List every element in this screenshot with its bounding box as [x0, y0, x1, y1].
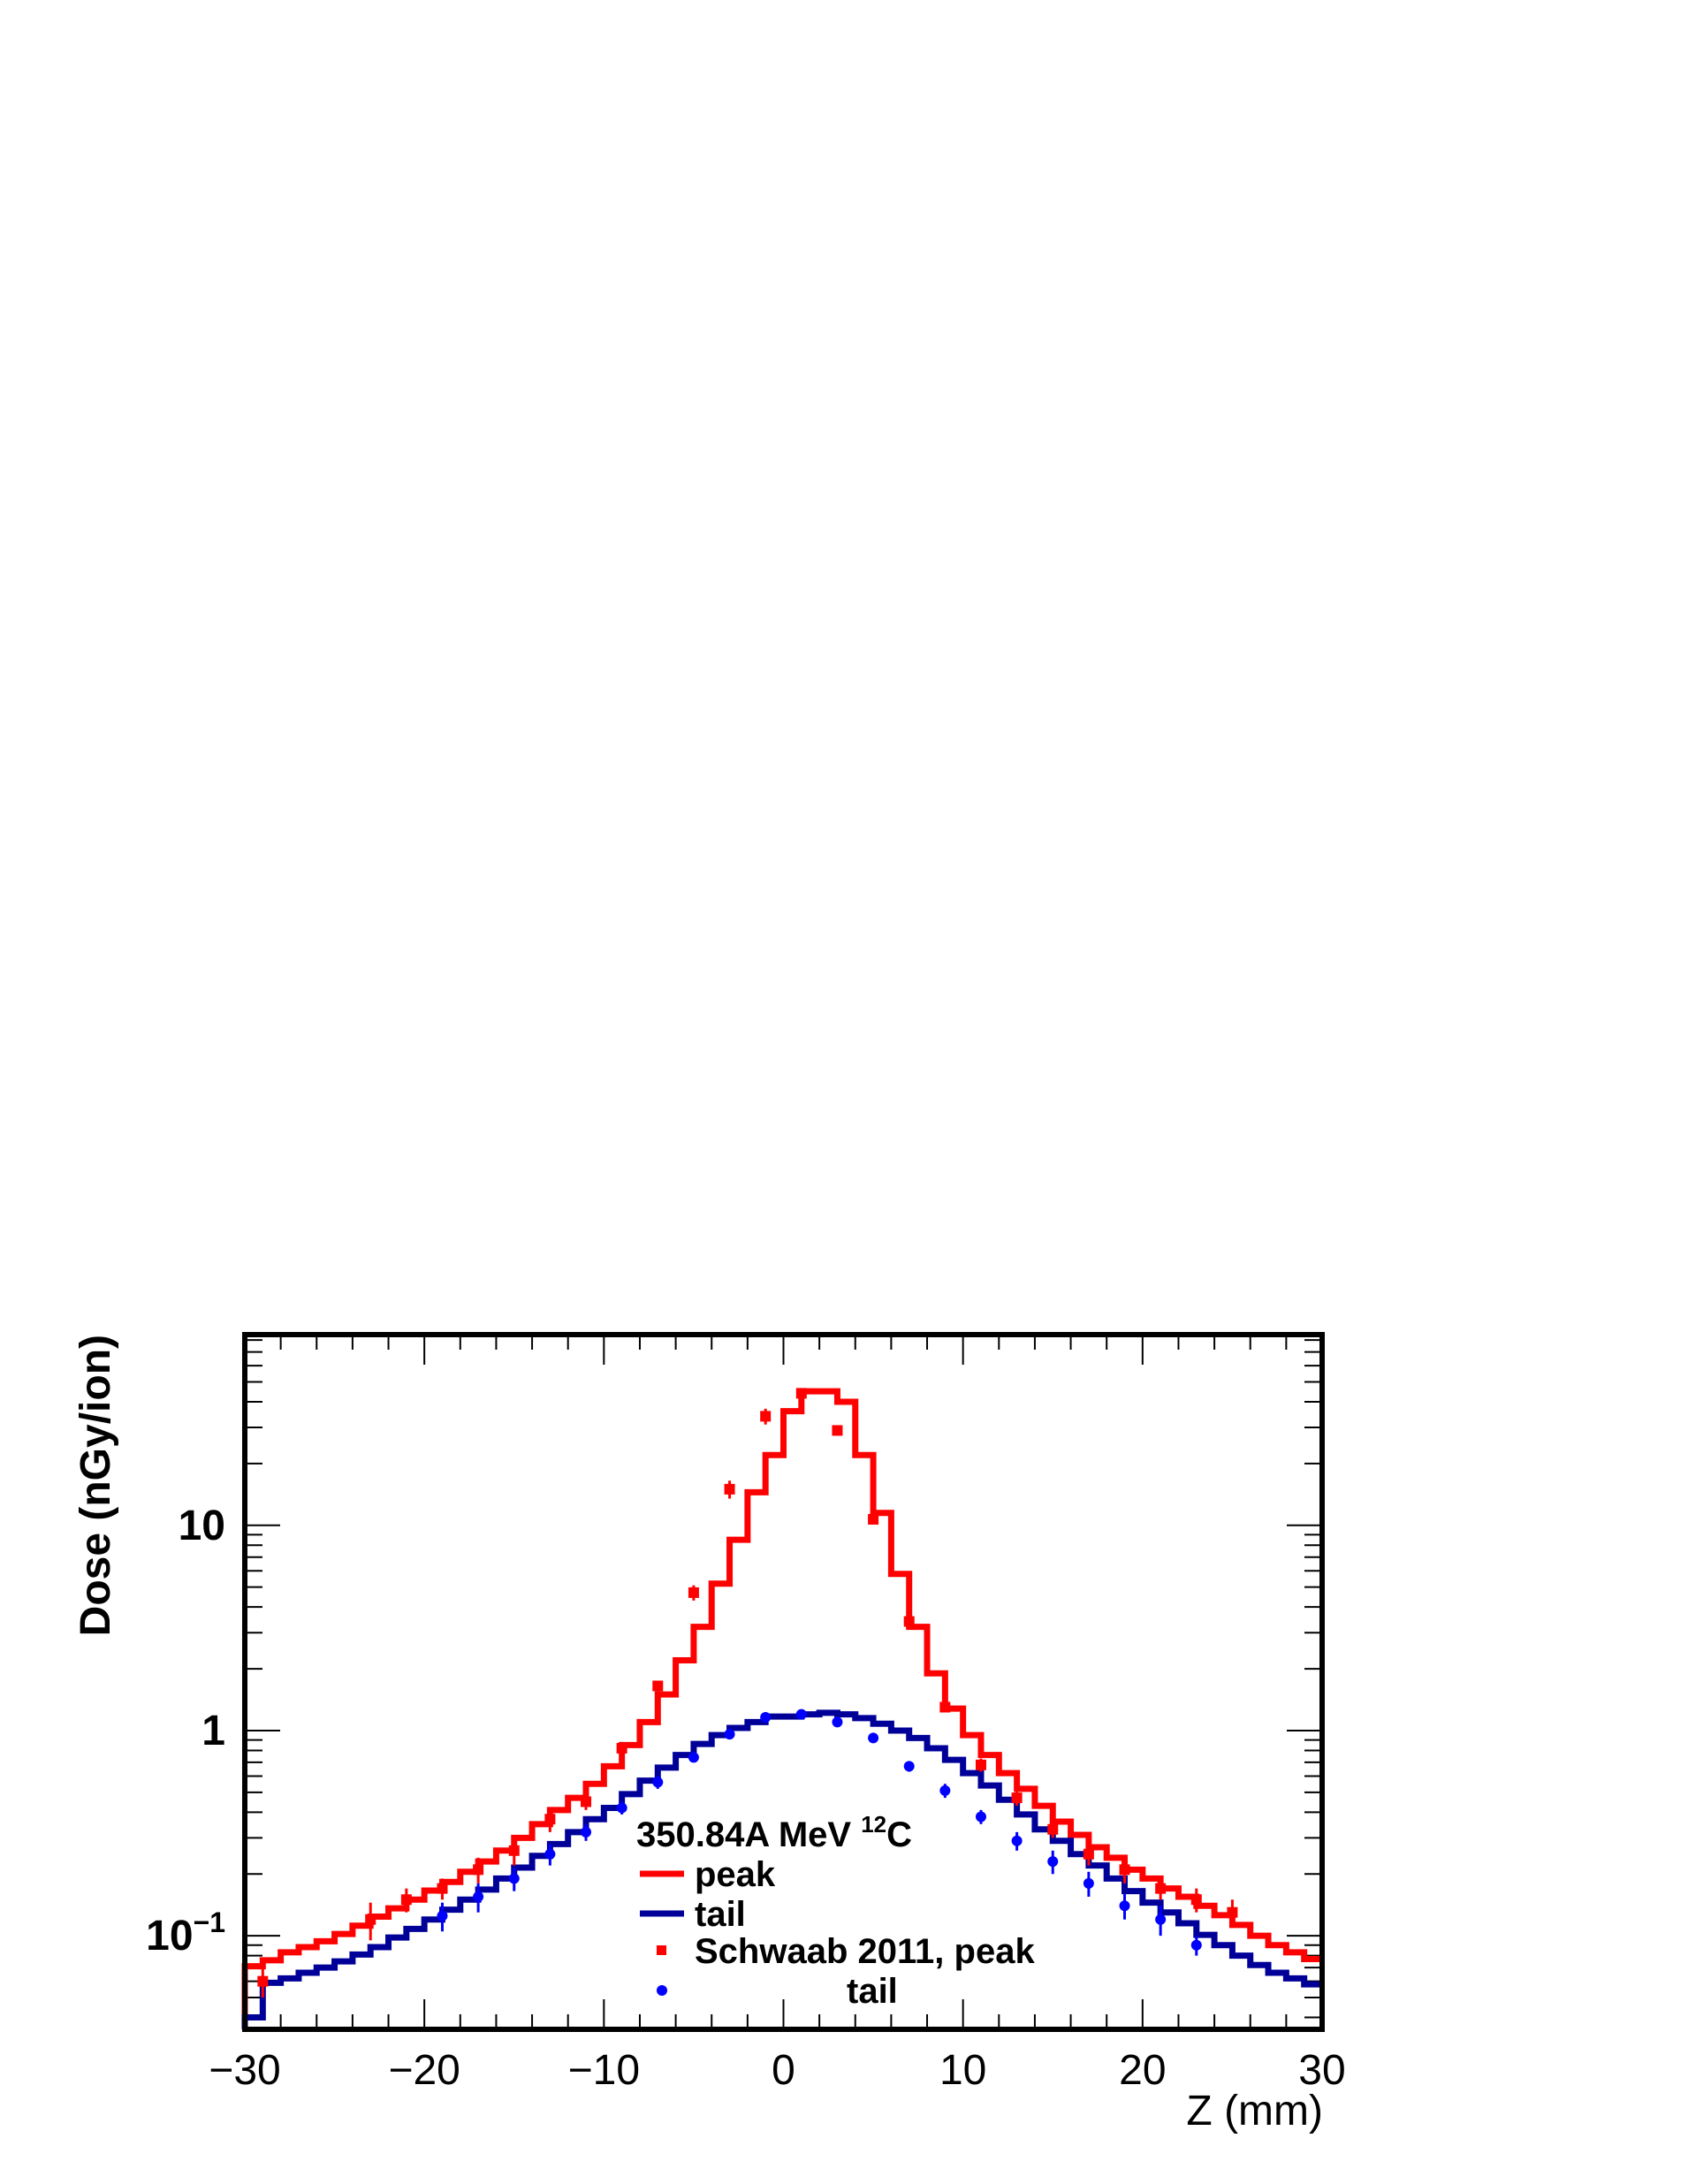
tail-data-point: [688, 1752, 699, 1763]
x-tick-label: −20: [388, 2047, 460, 2094]
tail-data-point: [724, 1729, 735, 1740]
legend: 350.84A MeV 12C peak tail Schwaab 2011, …: [636, 1811, 1035, 2011]
tick-labels: −30 −20 −10 0 10 20 30 10−1 1 10: [146, 1503, 1346, 2094]
peak-data-point: [1119, 1864, 1130, 1876]
tail-data-point: [868, 1732, 879, 1744]
peak-data-point: [508, 1845, 520, 1856]
x-tick-label: −30: [209, 2047, 280, 2094]
x-tick-label: 10: [939, 2047, 986, 2094]
tail-data-point: [939, 1784, 951, 1796]
tail-data-point: [1155, 1914, 1167, 1925]
peak-data-point: [1047, 1823, 1059, 1835]
peak-data-point: [1011, 1792, 1023, 1804]
legend-header-main: 350.84A MeV: [636, 1815, 861, 1854]
data-points-layer: [257, 1388, 1238, 1998]
plot-frame: [242, 1332, 1325, 2032]
peak-data-point: [581, 1796, 592, 1807]
x-axis-label: Z (mm): [1186, 2088, 1323, 2135]
tail-data-point: [544, 1848, 556, 1860]
peak-data-point: [473, 1864, 484, 1876]
peak-data-point: [1155, 1883, 1167, 1894]
tail-data-point: [508, 1873, 520, 1884]
peak-data-point: [760, 1411, 772, 1422]
peak-data-point: [544, 1814, 556, 1825]
legend-tail-data-marker: [657, 1985, 667, 1996]
peak-data-point: [652, 1680, 664, 1692]
y-tick-label: 10: [179, 1503, 225, 1549]
peak-data-point: [975, 1759, 986, 1770]
tail-data-point: [760, 1712, 772, 1724]
x-tick-label: −10: [568, 2047, 640, 2094]
peak-data-point: [1227, 1906, 1238, 1918]
peak-data-point: [400, 1894, 412, 1906]
legend-header: 350.84A MeV 12C: [636, 1811, 912, 1854]
peak-data-point: [616, 1742, 627, 1754]
tail-data-point: [1190, 1939, 1202, 1951]
y-tick-label: 10−1: [146, 1906, 225, 1960]
tail-data-point: [795, 1708, 807, 1720]
tail-data-point: [1047, 1856, 1059, 1868]
tail-data-point: [975, 1811, 986, 1823]
peak-data-point: [257, 1975, 269, 1987]
legend-header-tail: C: [886, 1815, 912, 1854]
tail-data-point: [1083, 1877, 1094, 1889]
legend-peak-data-marker: [657, 1945, 666, 1955]
tail-data-point: [1119, 1900, 1130, 1912]
tail-data-point: [1011, 1835, 1023, 1846]
tail-data-point: [616, 1802, 627, 1814]
legend-tail-label: tail: [695, 1895, 746, 1934]
tail-data-point: [832, 1716, 843, 1728]
x-tick-label: 30: [1298, 2047, 1345, 2094]
x-tick-label: 0: [772, 2047, 795, 2094]
y-tick-label: 1: [201, 1708, 225, 1754]
peak-data-point: [832, 1425, 843, 1436]
peak-data-point: [724, 1483, 735, 1495]
peak-data-point: [688, 1587, 699, 1598]
histogram-peak: [241, 1388, 1322, 2029]
peak-data-point: [1190, 1894, 1202, 1906]
tail-data-point: [473, 1891, 484, 1902]
histogram-tail: [241, 1709, 1322, 2029]
legend-peak-label: peak: [695, 1855, 776, 1894]
peak-data-point: [365, 1914, 376, 1925]
legend-peak-data-label: Schwaab 2011, peak: [695, 1932, 1035, 1971]
legend-header-superscript: 12: [861, 1811, 886, 1838]
peak-data-point: [903, 1616, 915, 1627]
peak-data-point: [795, 1388, 807, 1399]
x-tick-label: 20: [1119, 2047, 1166, 2094]
tail-data-point: [903, 1761, 915, 1772]
peak-data-point: [939, 1701, 951, 1713]
y-axis-label: Dose (nGy/ion): [72, 1335, 119, 1636]
peak-data-point: [437, 1883, 448, 1894]
tail-data-point: [581, 1826, 592, 1838]
legend-tail-data-label: tail: [847, 1972, 898, 2011]
peak-data-point: [1083, 1848, 1094, 1860]
tail-data-point: [652, 1777, 664, 1788]
histogram-layer: [241, 1388, 1322, 2029]
peak-data-point: [868, 1513, 879, 1525]
tail-data-point: [437, 1910, 448, 1921]
